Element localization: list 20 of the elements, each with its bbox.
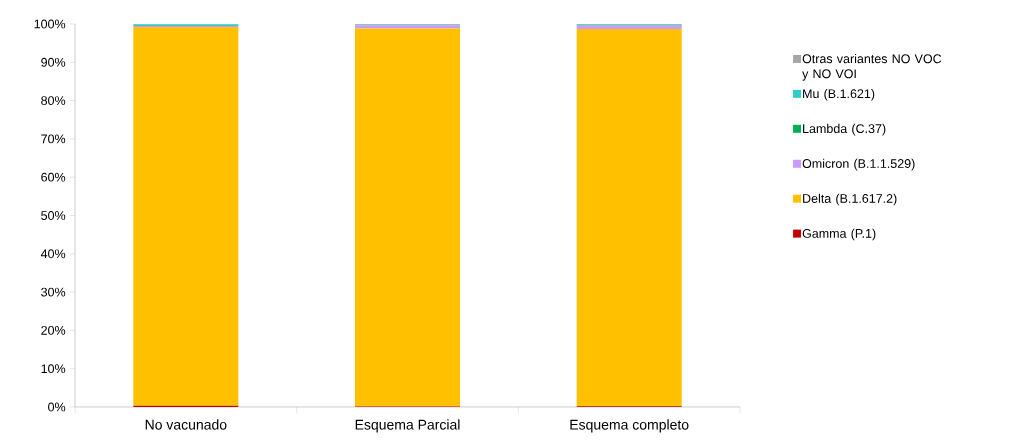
y-tick-label: 40% bbox=[40, 249, 66, 259]
y-tick-label: 100% bbox=[34, 19, 66, 29]
x-tick-label: No vacunado bbox=[145, 419, 227, 430]
legend-label: Lambda (C.37) bbox=[803, 123, 886, 136]
y-tick-label: 60% bbox=[41, 172, 66, 182]
y-tick-label: 10% bbox=[41, 364, 66, 374]
y-tick-label: 80% bbox=[41, 96, 66, 106]
legend-label: Otras variantes NO VOC y NO VOI bbox=[802, 53, 942, 81]
y-tick-label: 70% bbox=[41, 134, 66, 144]
y-tick-label: 50% bbox=[41, 211, 66, 220]
x-tick-label: Esquema completo bbox=[570, 419, 689, 433]
y-tick-label: 20% bbox=[41, 325, 66, 335]
y-tick-label: 30% bbox=[41, 287, 66, 297]
legend-label: Gamma (P.1) bbox=[802, 228, 876, 241]
x-tick-label: Esquema Parcial bbox=[355, 419, 460, 433]
y-tick-label: 90% bbox=[41, 57, 66, 67]
legend-label: Mu (B.1.621) bbox=[803, 88, 875, 101]
y-tick-label: 0% bbox=[48, 402, 66, 412]
legend-label: Delta (B.1.617.2) bbox=[803, 193, 897, 206]
legend-label: Omicron (B.1.1.529) bbox=[802, 158, 915, 171]
